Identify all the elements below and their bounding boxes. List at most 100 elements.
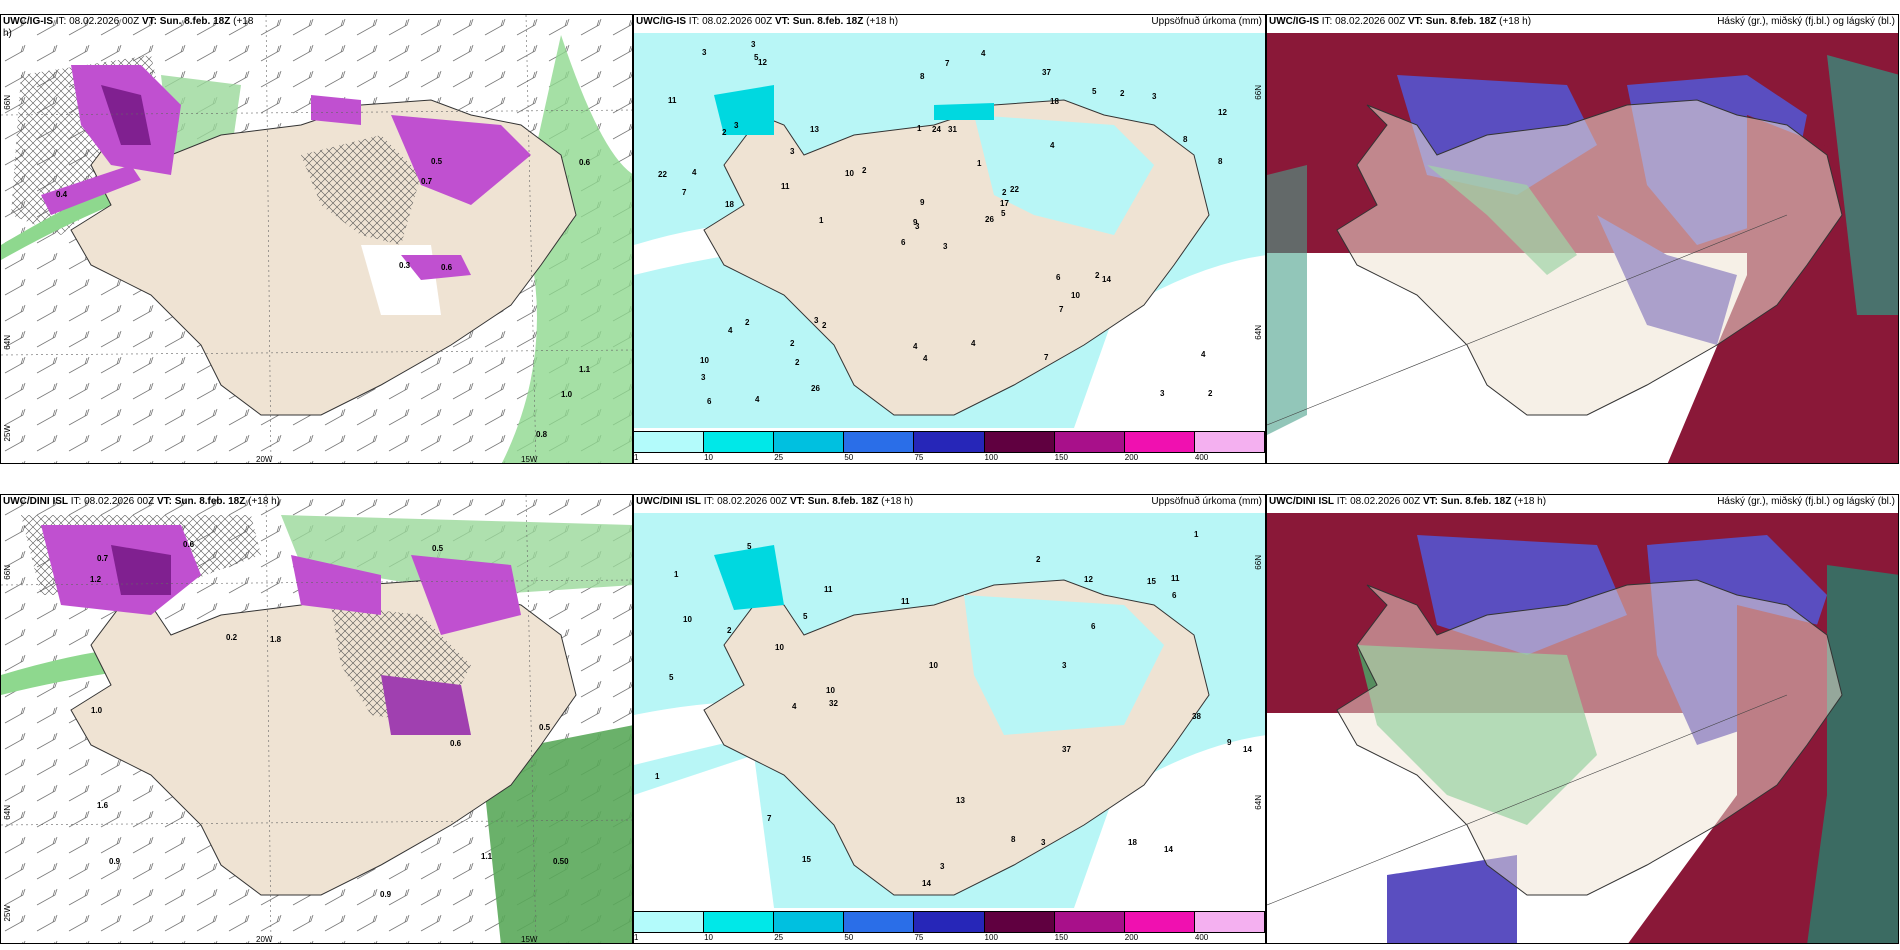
panel-igis-clouds: UWC/IG-IS IT: 08.02.2026 00Z VT: Sun. 8.… <box>1266 14 1899 464</box>
precip-value: 0.50 <box>553 857 569 866</box>
precip-value: 3 <box>940 862 945 871</box>
lat-label-64n: 64N <box>1254 325 1263 340</box>
panel-dini-accum-precip: UWC/DINI ISL IT: 08.02.2026 00Z VT: Sun.… <box>633 494 1266 944</box>
precip-value: 10 <box>775 643 784 652</box>
colorbar-segment <box>1194 432 1265 452</box>
precip-value: 0.2 <box>226 633 238 642</box>
colorbar-tick: 150 <box>1054 933 1069 942</box>
colorbar-tick: 25 <box>774 933 784 942</box>
lat-label-64n: 64N <box>3 805 12 820</box>
precip-value: 13 <box>810 125 819 134</box>
precip-value: 7 <box>1044 353 1049 362</box>
precip-value: 6 <box>1056 273 1061 282</box>
precip-value: 0.8 <box>536 430 548 439</box>
lon-label-20w: 20W <box>256 455 273 464</box>
precip-value: 1.0 <box>561 390 573 399</box>
precip-value: 12 <box>1084 575 1093 584</box>
precip-value: 4 <box>1201 350 1206 359</box>
colorbar-tick: 10 <box>704 453 714 462</box>
precip-value: 4 <box>792 702 797 711</box>
precip-value: 5 <box>803 612 808 621</box>
lat-label-66n: 66N <box>1254 555 1263 570</box>
colorbar-segment <box>774 432 845 452</box>
colorbar-segment <box>844 432 915 452</box>
precip-value: 32 <box>829 699 838 708</box>
precip-value: 0.7 <box>421 177 433 186</box>
panel-dini-clouds: UWC/DINI ISL IT: 08.02.2026 00Z VT: Sun.… <box>1266 494 1899 944</box>
colorbar-segment <box>1194 912 1265 932</box>
colorbar-segment <box>914 432 985 452</box>
lat-label-66n: 66N <box>3 565 12 580</box>
iceland-land <box>1336 579 1843 896</box>
colorbar-tick: 50 <box>844 453 854 462</box>
map-dini-precip <box>634 513 1265 908</box>
precip-value: 1.2 <box>90 575 102 584</box>
precip-value: 0.3 <box>399 261 411 270</box>
precip-value: 3 <box>702 48 707 57</box>
precip-value: 2 <box>727 626 732 635</box>
precip-value: 3 <box>814 316 819 325</box>
lat-label-66n: 66N <box>1254 85 1263 100</box>
colorbar-tick: 50 <box>844 933 854 942</box>
colorbar-segment <box>1124 912 1195 932</box>
colorbar-tick: 150 <box>1054 453 1069 462</box>
colorbar-segment <box>844 912 915 932</box>
precip-value: 2 <box>1002 188 1007 197</box>
precip-value: 7 <box>945 59 950 68</box>
precip-value: 26 <box>811 384 820 393</box>
precip-value: 10 <box>700 356 709 365</box>
colorbar-segment <box>1054 432 1125 452</box>
precip-value: 1 <box>819 216 824 225</box>
colorbar-tick: 1 <box>634 933 639 942</box>
map-igis-precip <box>634 33 1265 428</box>
precip-value: 3 <box>1062 661 1067 670</box>
colorbar-segment <box>914 912 985 932</box>
precip-value: 22 <box>658 170 667 179</box>
precip-value: 9 <box>920 198 925 207</box>
precip-value: 1 <box>917 124 922 133</box>
precip-value: 18 <box>725 200 734 209</box>
precip-value: 3 <box>1041 838 1046 847</box>
panel-igis-precip-wind: UWC/IG-IS IT: 08.02.2026 00Z VT: Sun. 8.… <box>0 14 633 464</box>
precip-value: 0.6 <box>183 540 195 549</box>
precip-value: 4 <box>913 342 918 351</box>
colorbar-tick: 200 <box>1124 453 1139 462</box>
precip-value: 6 <box>1091 622 1096 631</box>
precip-value: 0.6 <box>450 739 462 748</box>
lon-label-15w: 15W <box>521 455 538 464</box>
precip-value: 2 <box>862 166 867 175</box>
precip-value: 1.1 <box>481 852 493 861</box>
precip-value: 0.4 <box>56 190 68 199</box>
precip-value: 2 <box>722 128 727 137</box>
precip-value: 0.5 <box>539 723 551 732</box>
precip-value: 12 <box>1218 108 1227 117</box>
precip-value: 4 <box>728 326 733 335</box>
colorbar-tick: 75 <box>914 933 924 942</box>
precip-value: 10 <box>929 661 938 670</box>
precip-value: 8 <box>1183 135 1188 144</box>
precip-value: 7 <box>1059 305 1064 314</box>
colorbar <box>634 911 1265 933</box>
precip-value: 1 <box>977 159 982 168</box>
precip-value: 37 <box>1062 745 1071 754</box>
precip-value: 5 <box>754 53 759 62</box>
precip-value: 8 <box>1218 157 1223 166</box>
precip-value: 2 <box>1208 389 1213 398</box>
precip-value: 4 <box>692 168 697 177</box>
colorbar-tick: 200 <box>1124 933 1139 942</box>
precip-value: 5 <box>1092 87 1097 96</box>
precip-value: 0.6 <box>579 158 591 167</box>
iceland-land <box>1336 99 1843 416</box>
colorbar-tick: 75 <box>914 453 924 462</box>
precip-value: 12 <box>758 58 767 67</box>
panel-dini-precip-wind: UWC/DINI ISL IT: 08.02.2026 00Z VT: Sun.… <box>0 494 633 944</box>
precip-value: 6 <box>901 238 906 247</box>
precip-value: 8 <box>1011 835 1016 844</box>
precip-value: 2 <box>795 358 800 367</box>
map-dini-clouds <box>1267 495 1898 943</box>
precip-value: 3 <box>1160 389 1165 398</box>
precip-value: 4 <box>1050 141 1055 150</box>
precip-value: 4 <box>981 49 986 58</box>
colorbar-tick: 400 <box>1194 453 1209 462</box>
lat-label-66n: 66N <box>3 95 12 110</box>
